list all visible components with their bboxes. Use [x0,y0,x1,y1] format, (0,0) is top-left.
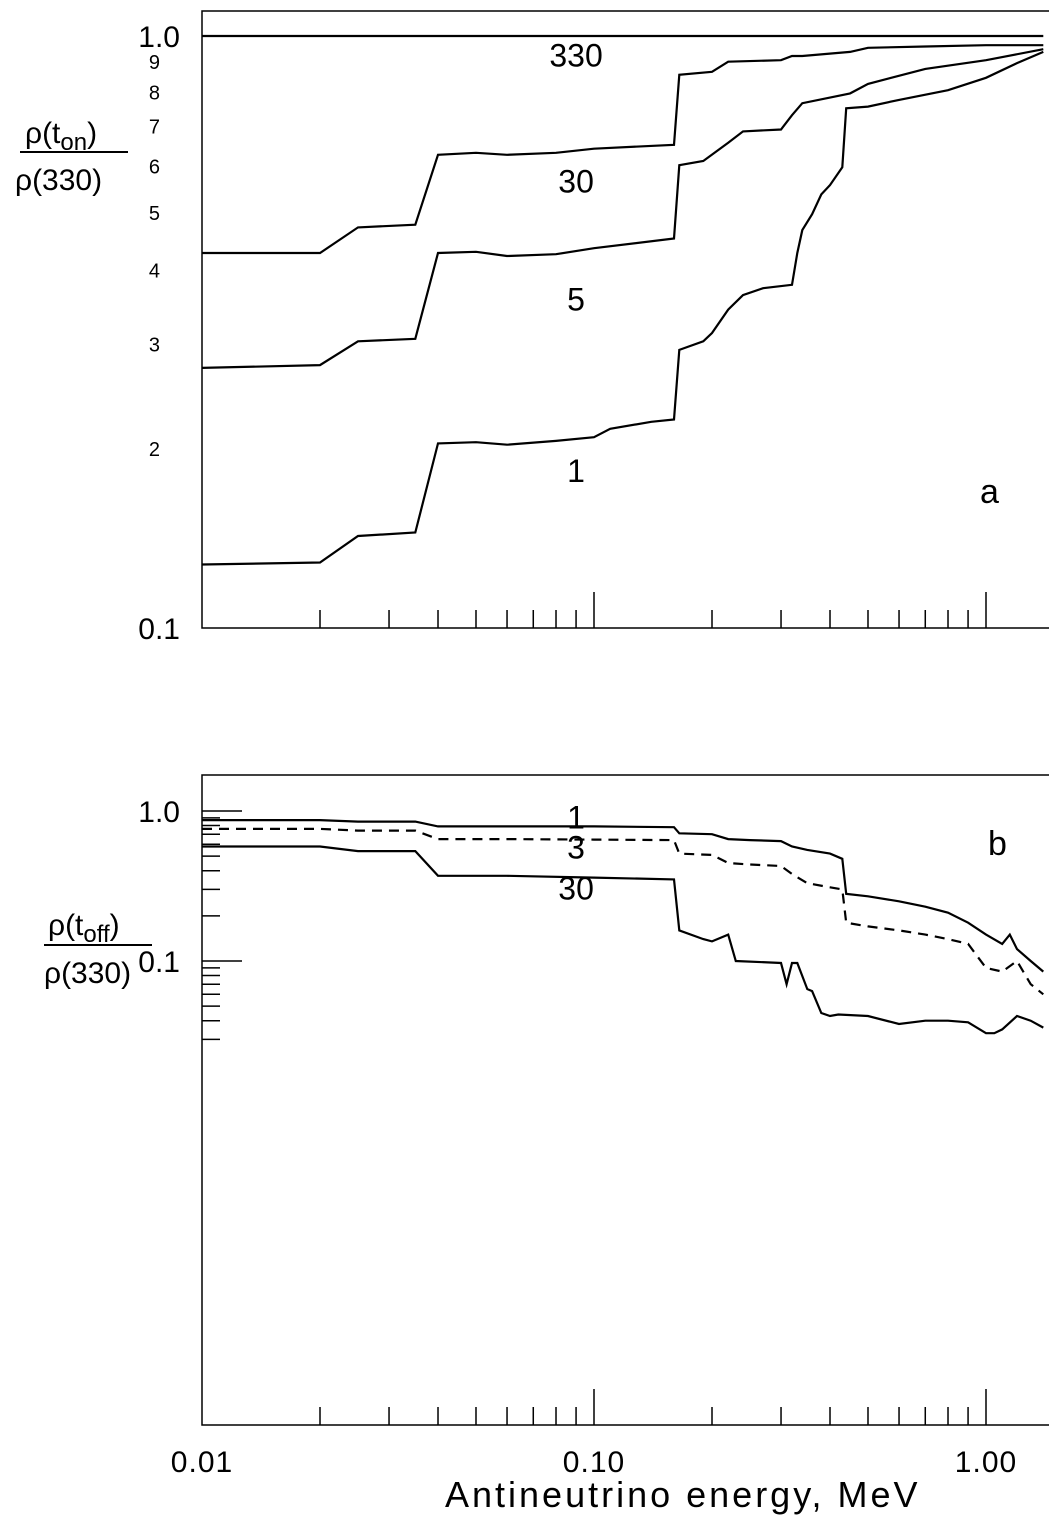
panel-a-y-tick-label: 0.1 [138,613,180,646]
x-tick-label: 0.10 [563,1446,625,1479]
panel-b-series-3 [202,827,1044,996]
panel-a-y-tick-label: 2 [149,439,160,461]
panel-b-curve-label: 3 [567,829,585,865]
panel-a-y-tick-label: 9 [149,52,160,74]
panel-a-ylabel-numerator: ρ(ton) [25,117,97,156]
panel-a-y-tick-label: 4 [149,261,160,283]
panel-a-y-tick-label: 7 [149,117,160,139]
panel-a-series [201,34,1044,566]
panel-b-label: b [988,825,1007,863]
panel-a-frame [201,10,1049,629]
panel-a-ylabel-denominator: ρ(330) [15,164,102,197]
panel-a-curve-label: 1 [567,453,585,489]
panel-b-y-tick-label: 0.1 [138,946,180,979]
panel-b-series-30 [202,845,1044,1035]
x-tick-labels: 0.01 0.10 1.00 [171,1446,1017,1479]
panel-b-curve-labels: 13 30 [558,799,594,906]
panel-a-label: a [980,473,999,511]
panel-a-curve-label: 330 [549,38,602,74]
panel-a-curve-label: 30 [558,164,594,200]
panel-a-y-ticks: 1.09 8 7 6 5 4 3 2 0.1 [138,21,180,646]
panel-a-curve-labels: 330 30 5 1 [549,38,602,489]
panel-b-ylabel-numerator: ρ(toff) [48,909,120,948]
panel-b-curve-label: 30 [558,870,594,906]
panel-a-curve-label: 5 [567,282,585,318]
panel-a-y-tick-label: 8 [149,82,160,104]
panel-b: 1.0 0.1 13 30 b ρ(toff) ρ(330) [44,774,1049,1426]
panel-a-series-5 [201,48,1044,369]
panel-a-y-axis-label: ρ(ton) ρ(330) [15,117,128,197]
panel-a-y-tick-label: 1.0 [138,21,180,54]
panel-b-x-ticks [319,1389,987,1425]
panel-a-series-1 [201,50,1044,566]
panel-b-series [202,818,1045,1035]
panel-a-series-30 [202,44,1044,255]
panel-b-curve-label: 1 [567,799,585,835]
x-axis-label: Antineutrino energy, MeV [445,1474,921,1515]
panel-b-y-ticks: 1.0 0.1 [138,796,242,1041]
panel-a-x-ticks [319,592,987,628]
panel-b-y-axis-label: ρ(toff) ρ(330) [44,909,152,990]
panel-b-y-tick-label: 1.0 [138,796,180,829]
panel-b-ylabel-denominator: ρ(330) [44,957,131,990]
panel-b-frame [201,774,1049,1426]
panel-a-y-tick-label: 6 [149,156,160,178]
panel-b-series-1 [202,818,1045,973]
panel-a: 1.09 8 7 6 5 4 3 2 0.1 330 30 5 1 a ρ(ton) ρ(330) [15,10,1049,646]
panel-a-y-tick-label: 5 [149,203,160,225]
x-tick-label: 1.00 [955,1446,1017,1479]
panel-a-y-tick-label: 3 [149,335,160,357]
x-tick-label: 0.01 [171,1446,233,1479]
